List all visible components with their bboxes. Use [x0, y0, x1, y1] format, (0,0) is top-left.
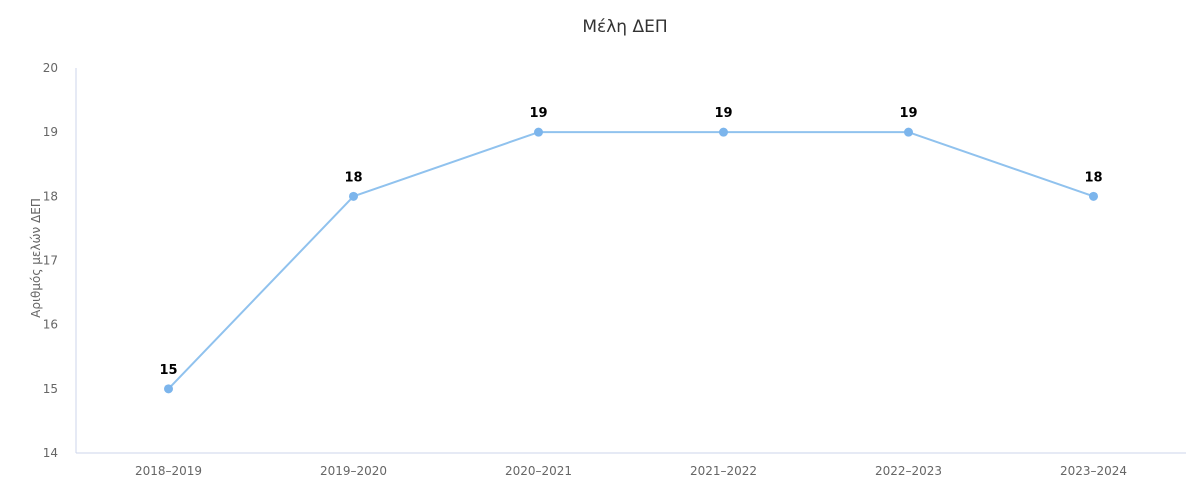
data-label: 19: [714, 106, 732, 121]
data-label: 18: [1084, 170, 1102, 185]
series-line-group: [164, 127, 1098, 394]
data-point[interactable]: [349, 191, 358, 201]
data-labels-group: 15 18 19 19 19 18: [159, 106, 1102, 378]
x-tick-label: 2021–2022: [690, 464, 757, 478]
data-label: 19: [529, 106, 547, 121]
y-tick-label: 14: [43, 446, 58, 460]
y-tick-label: 16: [43, 318, 58, 332]
y-tick-label: 18: [43, 189, 58, 203]
x-tick-label: 2023–2024: [1060, 464, 1127, 478]
x-tick-label: 2022–2023: [875, 464, 942, 478]
y-tick-label: 15: [43, 382, 58, 396]
y-tick-label: 20: [43, 61, 58, 75]
data-point[interactable]: [904, 127, 913, 137]
y-tick-label: 17: [43, 254, 58, 268]
data-point[interactable]: [719, 127, 728, 137]
x-tick-label: 2018–2019: [135, 464, 202, 478]
data-label: 18: [344, 170, 362, 185]
series-line: [167, 131, 1094, 390]
x-tick-label: 2019–2020: [320, 464, 387, 478]
y-tick-label: 19: [43, 125, 58, 139]
data-point[interactable]: [534, 127, 543, 137]
chart-title: Μέλη ΔΕΠ: [582, 17, 667, 37]
data-point[interactable]: [1089, 191, 1098, 201]
y-axis-label: Αριθμός μελών ΔΕΠ: [29, 198, 43, 318]
data-point[interactable]: [164, 384, 173, 394]
x-tick-label: 2020–2021: [505, 464, 572, 478]
data-label: 15: [159, 363, 177, 378]
axes: 14 15 16 17 18 19 20 2018–2019 2019–2020 2020–202…: [43, 61, 1186, 478]
data-label: 19: [899, 106, 917, 121]
